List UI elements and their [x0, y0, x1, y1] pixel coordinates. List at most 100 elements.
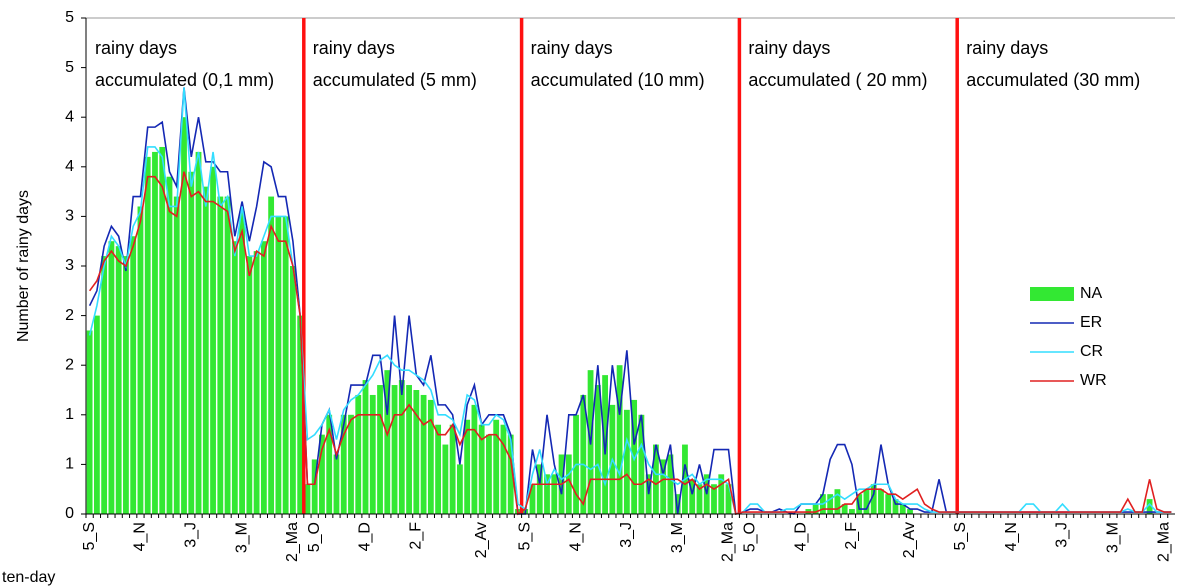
bar: [319, 434, 325, 514]
bar: [616, 365, 623, 514]
bar: [188, 171, 195, 514]
bar: [478, 424, 485, 514]
bar: [500, 424, 507, 514]
bar: [260, 241, 267, 514]
bar: [907, 509, 913, 514]
bar: [725, 484, 732, 514]
bar: [173, 196, 180, 514]
bar: [340, 414, 347, 514]
bar: [123, 256, 129, 514]
bar: [631, 399, 638, 514]
y-tick-label: 0: [65, 505, 74, 522]
bar: [348, 414, 354, 514]
bar: [667, 454, 674, 514]
y-tick-label: 1: [65, 406, 74, 423]
y-tick-label: 2: [65, 307, 74, 324]
bar: [849, 509, 855, 514]
x-tick-label: 4_N: [132, 522, 149, 551]
bar: [253, 251, 260, 514]
x-tick-label: 3_J: [1054, 522, 1071, 548]
bar: [115, 246, 122, 514]
y-tick-label: 4: [65, 158, 74, 175]
y-tick-label: 5: [65, 59, 74, 76]
bar: [268, 196, 275, 514]
panel-annotation: rainy days accumulated (5 mm): [312, 38, 477, 90]
bar: [442, 444, 449, 514]
bar: [413, 390, 420, 514]
bar: [827, 494, 834, 514]
legend-swatch: [1030, 287, 1074, 301]
bar: [362, 380, 369, 514]
panel-annotation: rainy days accumulated (30 mm): [966, 38, 1141, 90]
y-tick-label: 3: [65, 257, 74, 274]
bar: [711, 484, 717, 514]
bar: [892, 499, 899, 514]
bar: [217, 196, 224, 514]
bar: [130, 236, 137, 515]
y-tick-label: 4: [65, 108, 74, 125]
bar: [195, 151, 202, 515]
bar: [529, 484, 536, 514]
bar: [623, 409, 630, 514]
bar: [406, 385, 412, 514]
legend-label: CR: [1080, 343, 1103, 360]
bar: [602, 375, 608, 514]
x-tick-label: 5_O: [306, 522, 323, 552]
bar: [507, 434, 514, 514]
panel-annotation: rainy days accumulated ( 20 mm): [748, 38, 928, 90]
bar: [660, 459, 667, 514]
bar: [159, 146, 166, 514]
x-tick-label: 2_Av: [901, 522, 918, 558]
bar: [93, 315, 100, 514]
legend-label: NA: [1080, 285, 1103, 302]
y-tick-label: 1: [65, 456, 74, 473]
panel-annotation: rainy days accumulated (10 mm): [530, 38, 705, 90]
x-tick-label: 4_D: [792, 522, 809, 551]
bar: [493, 419, 500, 514]
bar: [202, 186, 209, 514]
line-series: [88, 171, 1172, 516]
bar: [152, 151, 158, 515]
bar: [144, 156, 151, 514]
bar: [101, 256, 108, 514]
bar: [1146, 499, 1153, 514]
bar: [224, 196, 231, 514]
x-tick-label: 2_F: [843, 522, 860, 550]
x-tick-label: 2_Ma: [720, 522, 737, 562]
bar: [551, 474, 558, 514]
panel-annotation: rainy days accumulated (0,1 mm): [95, 38, 275, 90]
y-tick-label: 5: [65, 9, 74, 26]
x-tick-label: 5_S: [952, 522, 969, 550]
bar: [290, 266, 296, 514]
bar: [137, 206, 144, 515]
bar: [464, 419, 471, 514]
y-tick-label: 3: [65, 208, 74, 225]
bar: [689, 479, 696, 514]
x-tick-label: 3_M: [233, 522, 250, 553]
bar: [834, 489, 841, 514]
y-axis-title: Number of rainy days: [15, 190, 32, 342]
bar: [544, 474, 550, 514]
y-tick-label: 2: [65, 356, 74, 373]
bar: [638, 414, 645, 514]
bar: [427, 399, 434, 514]
x-tick-label: 2_Av: [473, 522, 490, 558]
bar: [696, 484, 703, 514]
bar: [86, 330, 93, 514]
bar: [297, 315, 304, 514]
x-tick-label: 2_Ma: [1155, 522, 1172, 562]
bar: [391, 385, 398, 514]
bar: [355, 394, 362, 514]
x-tick-label: 3_M: [1105, 522, 1122, 553]
bar: [899, 504, 906, 514]
bar: [812, 504, 819, 514]
bar: [166, 176, 173, 514]
bar: [246, 256, 253, 514]
bar: [580, 394, 587, 514]
legend-label: WR: [1080, 372, 1107, 389]
bar: [456, 464, 463, 514]
x-tick-label: 3_J: [618, 522, 635, 548]
bar: [304, 484, 311, 514]
legend-label: ER: [1080, 314, 1102, 331]
